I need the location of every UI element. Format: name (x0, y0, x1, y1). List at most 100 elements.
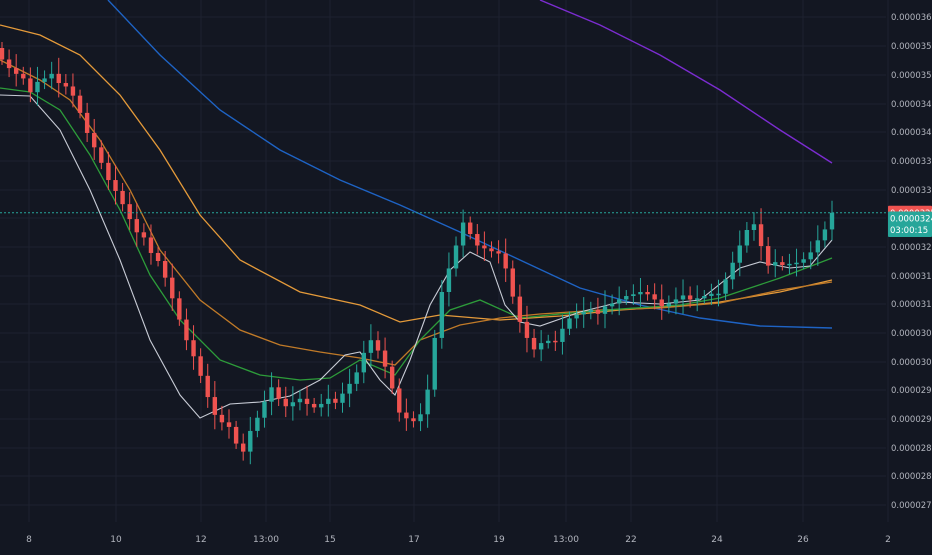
candle-body (269, 387, 274, 402)
candle-body (553, 340, 558, 343)
candle-body (468, 222, 473, 235)
y-tick-label: 0.00003400 (891, 128, 932, 138)
candle-body (404, 412, 409, 419)
y-tick-label: 0.00003200 (891, 243, 932, 253)
candle-body (162, 261, 168, 278)
ma-blue-line (107, 0, 833, 329)
candle-body (829, 212, 835, 230)
candle-body (0, 48, 5, 60)
candle-body (382, 350, 388, 367)
candle-body (801, 259, 806, 263)
candle-body (262, 401, 267, 418)
candle-body (645, 292, 650, 295)
y-tick-label: 0.00003450 (891, 100, 932, 110)
candle-body (567, 318, 572, 329)
candle-body (695, 298, 700, 300)
candle-body (42, 78, 47, 82)
candle-body (496, 251, 501, 254)
candle-body (276, 387, 281, 399)
x-tick-label: 24 (711, 535, 723, 545)
candle-body (595, 309, 601, 314)
candle-body (340, 393, 345, 403)
candle-body (205, 375, 210, 398)
candle-body (233, 426, 239, 444)
candle-body (290, 402, 296, 407)
y-tick-label: 0.00003550 (891, 42, 932, 52)
candle-body (787, 263, 792, 266)
price-tag (888, 211, 932, 226)
candle-body (304, 398, 310, 404)
candle-body (822, 229, 828, 241)
candle-body (56, 73, 61, 84)
candle-body (439, 292, 445, 338)
x-tick-label: 8 (26, 535, 32, 545)
candle-body (21, 73, 26, 79)
x-tick-label: 26 (797, 535, 809, 545)
candle-body (574, 314, 579, 319)
candle-body (148, 237, 154, 253)
candle-body (361, 352, 366, 373)
candle-body (255, 417, 260, 431)
x-tick-label: 19 (493, 535, 505, 545)
candle-body (92, 132, 97, 148)
candle-body (730, 262, 735, 280)
candle-body (70, 86, 76, 96)
candle-body (503, 253, 508, 269)
ma-white-line (0, 94, 833, 419)
candle-body (432, 337, 437, 390)
candle-body (765, 246, 771, 266)
candle-body (120, 190, 125, 205)
y-tick-label: 0.00003300 (891, 186, 932, 196)
candle-body (226, 422, 232, 427)
candle-body (773, 262, 778, 266)
y-tick-label: 0.00002850 (891, 444, 932, 454)
candle-body (673, 299, 679, 304)
candle-body (609, 303, 615, 307)
candle-body (751, 224, 757, 230)
candle-body (631, 294, 636, 297)
y-tick-label: 0.00003600 (891, 13, 932, 23)
candle-body (489, 248, 494, 252)
candle-body (397, 388, 402, 413)
candle-body (311, 403, 317, 408)
x-tick-label: 10 (110, 535, 122, 545)
candle-body (808, 252, 813, 260)
candle-body (517, 296, 523, 322)
y-tick-label: 0.00002800 (891, 472, 932, 482)
candle-body (780, 262, 785, 266)
candle-body (425, 389, 430, 415)
candle-body (680, 295, 686, 300)
candle-body (198, 356, 203, 376)
candle-body (538, 343, 544, 350)
candle-body (184, 319, 189, 341)
candle-body (333, 398, 338, 403)
candle-body (602, 306, 608, 314)
candle-body (354, 372, 359, 384)
candle-body (652, 294, 657, 300)
candle-body (659, 299, 664, 307)
candle-body (389, 366, 395, 389)
ma-purple-line (539, 0, 833, 164)
candle-body (326, 398, 331, 404)
candle-body (375, 340, 381, 351)
x-tick-label: 13:00 (253, 535, 279, 545)
candle-body (219, 414, 225, 423)
price-tag (888, 222, 932, 237)
candle-body (63, 83, 69, 87)
candle-body (170, 277, 175, 299)
candle-body (141, 232, 147, 238)
candle-body (723, 279, 728, 294)
x-tick-label: 17 (408, 535, 419, 545)
candle-body (624, 296, 629, 300)
y-tick-label: 0.00002750 (891, 501, 932, 511)
candle-body (687, 295, 693, 300)
x-tick-label: 15 (324, 535, 335, 545)
candle-body (744, 229, 750, 246)
candle-body (347, 383, 352, 394)
y-tick-label: 0.00003100 (891, 300, 932, 310)
x-tick-label: 12 (195, 535, 206, 545)
candle-body (446, 268, 452, 293)
y-tick-label: 0.00003000 (891, 358, 932, 368)
